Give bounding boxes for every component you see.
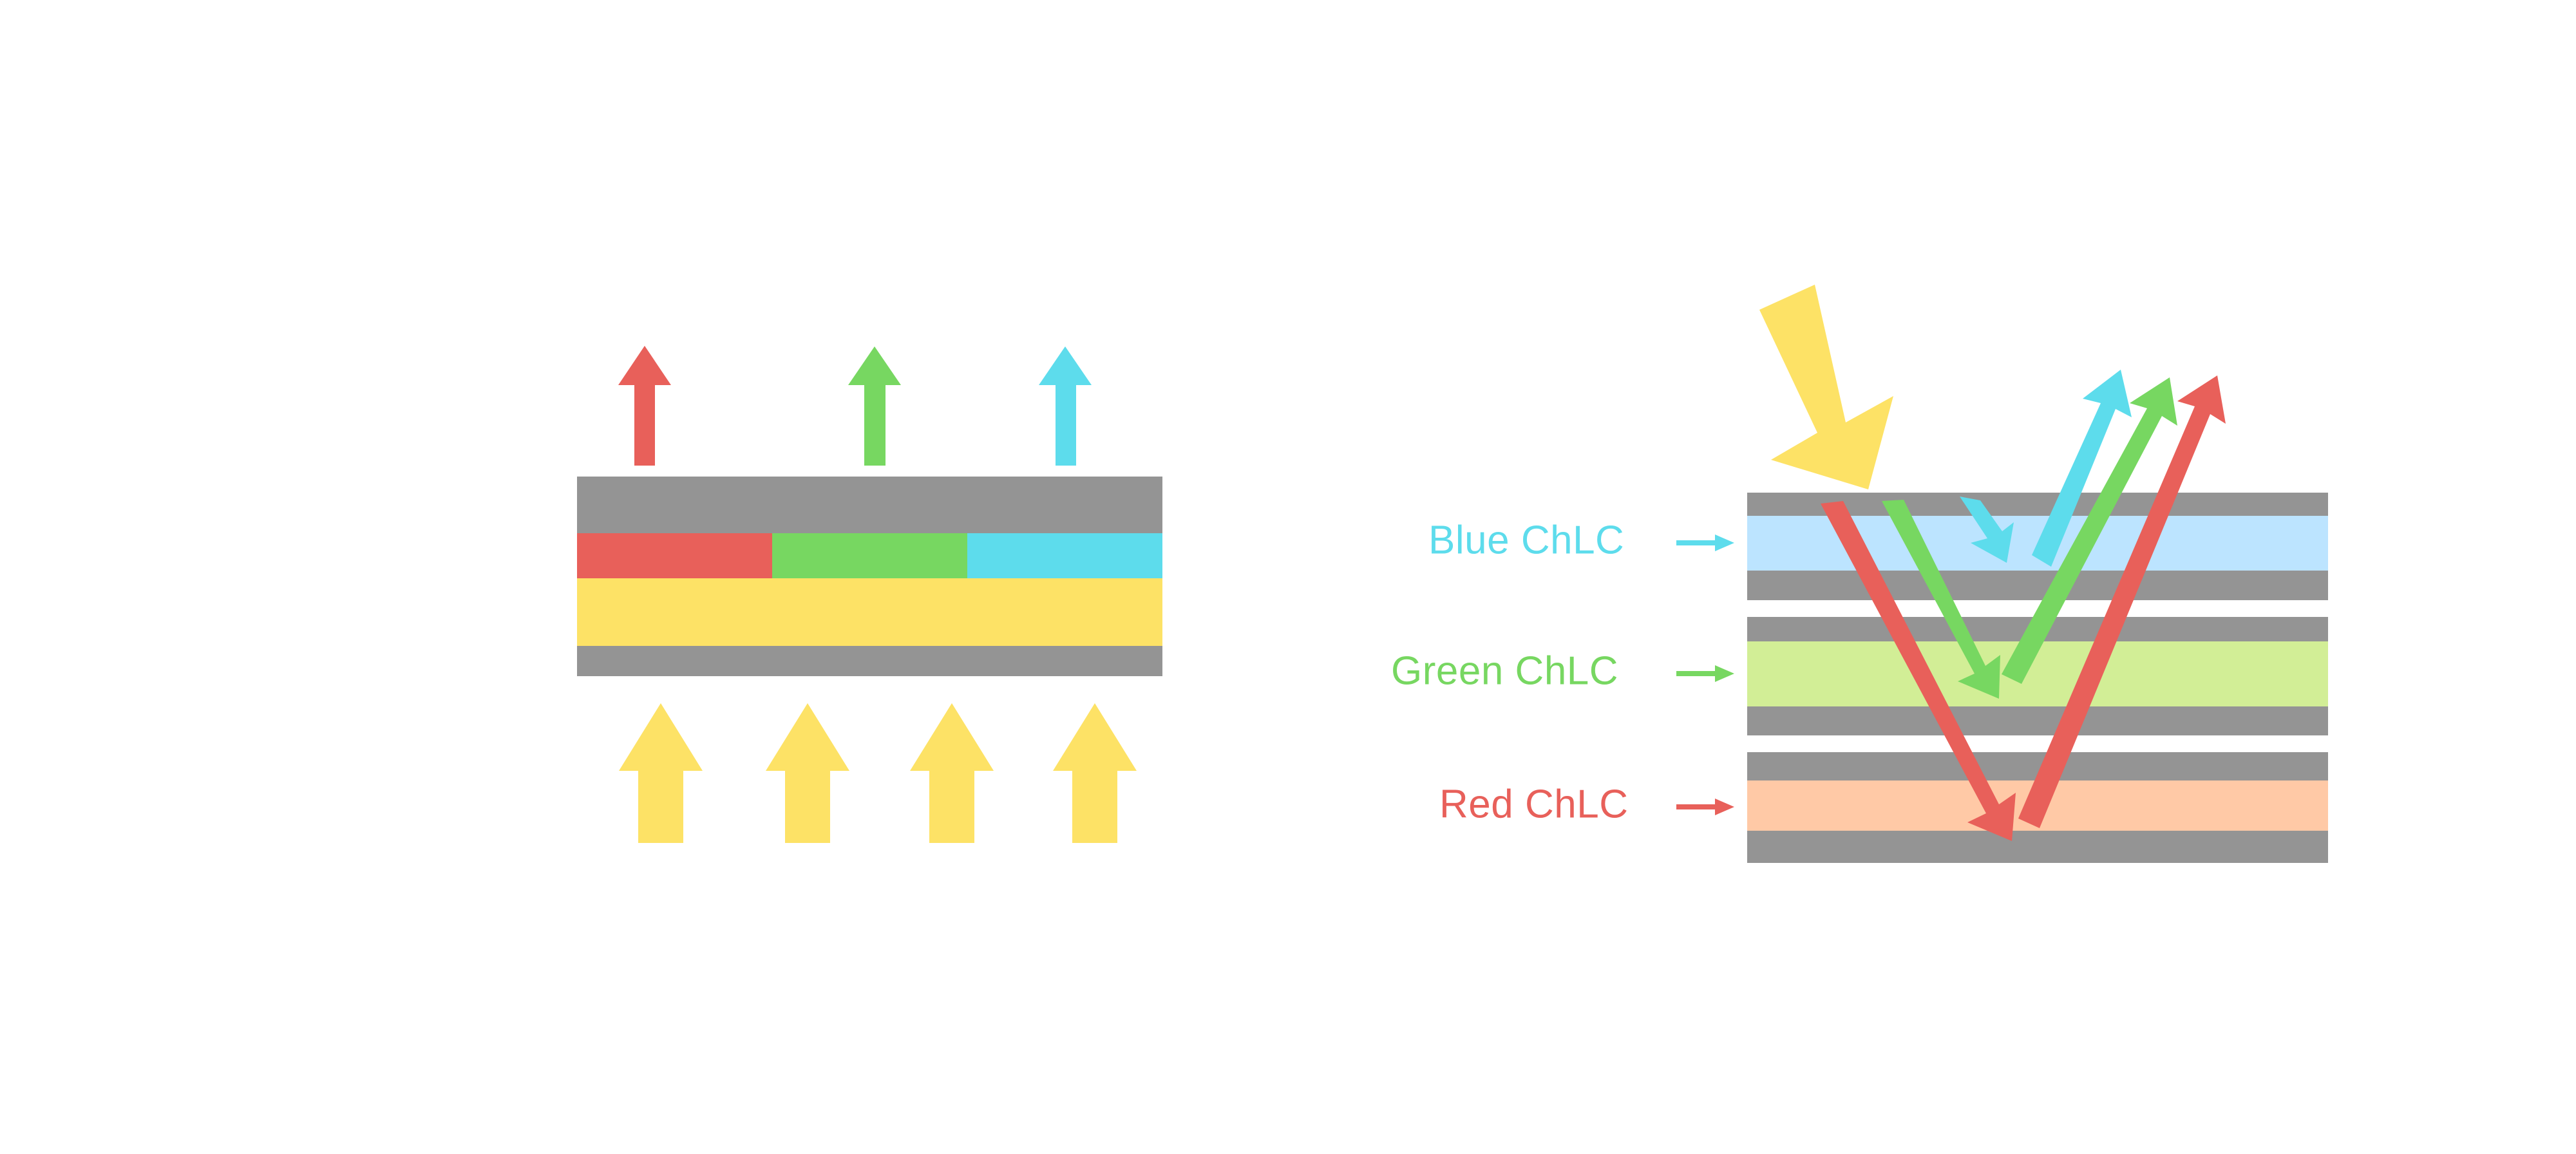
label-red-chlc-arrow-icon bbox=[1676, 799, 1734, 815]
green-filter-segment bbox=[772, 533, 967, 578]
backlight-arrow-3 bbox=[910, 703, 994, 843]
blue-ray-up-arrow bbox=[2032, 370, 2132, 567]
red-cell-bottom-electrode bbox=[1747, 831, 2328, 863]
green-emitted-arrow bbox=[848, 346, 901, 466]
red-ray-down-arrow bbox=[1821, 501, 2016, 841]
top-electrode bbox=[577, 477, 1162, 533]
red-emitted-arrow bbox=[618, 346, 671, 466]
backlight-arrow-1 bbox=[619, 703, 703, 843]
label-blue-chlc-text: Blue ChLC bbox=[1428, 518, 1624, 562]
backlight-arrow-2 bbox=[766, 703, 849, 843]
blue-filter-segment bbox=[967, 533, 1162, 578]
label-blue-chlc: Blue ChLC bbox=[1428, 518, 1734, 562]
label-red-chlc-text: Red ChLC bbox=[1439, 782, 1628, 826]
label-green-chlc: Green ChLC bbox=[1391, 648, 1734, 693]
green-ray-up-arrow bbox=[2002, 377, 2177, 684]
bottom-electrode bbox=[577, 646, 1162, 676]
backlight-arrows bbox=[619, 703, 1137, 843]
label-green-chlc-arrow-icon bbox=[1676, 665, 1734, 682]
red-ray-up-arrow bbox=[2018, 375, 2226, 828]
backlight-arrow-4 bbox=[1053, 703, 1137, 843]
label-red-chlc: Red ChLC bbox=[1439, 782, 1734, 826]
backlight-layer bbox=[577, 578, 1162, 646]
blue-cell-bottom-electrode bbox=[1747, 571, 2328, 600]
green-cell-bottom-electrode bbox=[1747, 706, 2328, 735]
blue-emitted-arrow bbox=[1039, 346, 1092, 466]
red-filter-segment bbox=[577, 533, 772, 578]
incident-white-light-arrow bbox=[1759, 285, 1893, 489]
label-blue-chlc-arrow-icon bbox=[1676, 534, 1734, 551]
blue-ray-down-arrow bbox=[1960, 497, 2014, 563]
label-green-chlc-text: Green ChLC bbox=[1391, 648, 1618, 693]
green-ray-down-arrow bbox=[1882, 500, 2000, 699]
